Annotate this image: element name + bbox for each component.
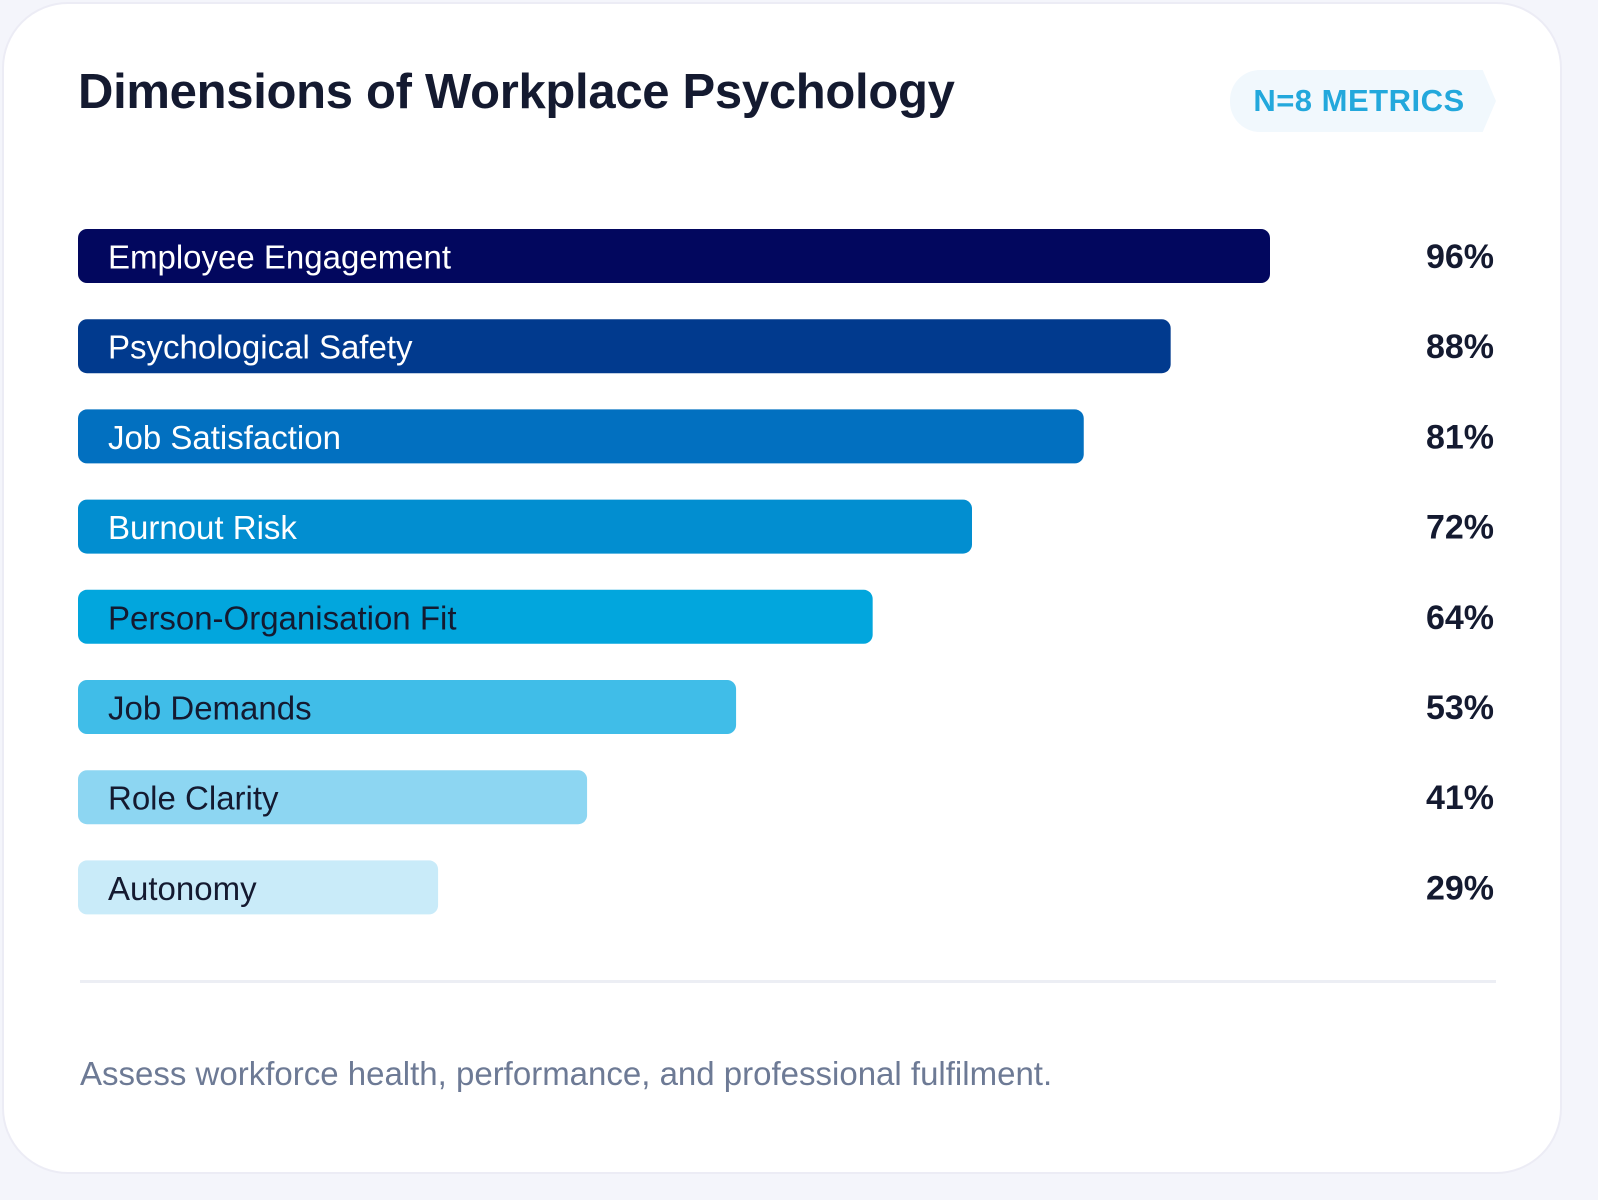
bar-label-7: Role Clarity xyxy=(108,780,279,817)
bar-chart: Employee Engagement 96% Psychological Safe… xyxy=(78,229,1494,915)
value-label-3: 81% xyxy=(1426,418,1494,456)
bar-label-8: Autonomy xyxy=(108,870,257,907)
bar-label-5: Person-Organisation Fit xyxy=(108,599,456,636)
bar-label-1: Employee Engagement xyxy=(108,239,451,276)
bar-5 xyxy=(78,589,873,644)
divider xyxy=(80,980,1496,983)
bar-label-6: Job Demands xyxy=(108,690,312,727)
bar-4 xyxy=(78,499,972,554)
bar-2 xyxy=(78,319,1171,374)
bar-label-3: Job Satisfaction xyxy=(108,419,341,456)
chart-card: Dimensions of Workplace Psychology N=8 M… xyxy=(2,2,1562,1174)
bar-6 xyxy=(78,680,737,734)
value-label-4: 72% xyxy=(1426,509,1494,547)
bar-label-2: Psychological Safety xyxy=(108,329,413,366)
value-label-2: 88% xyxy=(1426,328,1494,366)
chart-caption: Assess workforce health, performance, an… xyxy=(80,1055,1053,1092)
value-label-7: 41% xyxy=(1426,779,1494,817)
value-label-6: 53% xyxy=(1426,689,1494,727)
bar-label-4: Burnout Risk xyxy=(108,509,297,546)
bar-8 xyxy=(78,860,439,915)
bar-7 xyxy=(78,770,588,825)
value-label-5: 64% xyxy=(1426,599,1494,637)
bar-1 xyxy=(78,229,1270,283)
value-label-1: 96% xyxy=(1426,238,1494,276)
value-label-8: 29% xyxy=(1426,869,1494,907)
page-title: Dimensions of Workplace Psychology xyxy=(78,65,955,119)
bar-3 xyxy=(78,409,1084,464)
metrics-count-badge: N=8 METRICS xyxy=(1230,70,1496,132)
